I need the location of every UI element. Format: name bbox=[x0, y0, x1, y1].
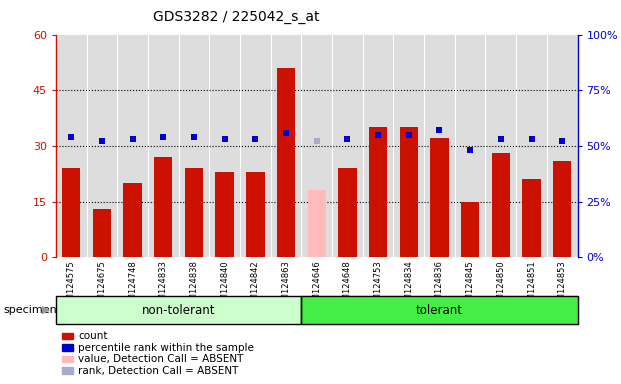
Text: percentile rank within the sample: percentile rank within the sample bbox=[78, 343, 254, 353]
Bar bbox=[492, 153, 510, 257]
Bar bbox=[154, 157, 173, 257]
Text: specimen: specimen bbox=[3, 305, 57, 315]
Text: count: count bbox=[78, 331, 108, 341]
Bar bbox=[522, 179, 541, 257]
Bar bbox=[399, 127, 418, 257]
Bar bbox=[369, 127, 388, 257]
Bar bbox=[307, 190, 326, 257]
Bar bbox=[430, 139, 448, 257]
Bar bbox=[246, 172, 265, 257]
Text: ▶: ▶ bbox=[42, 305, 50, 315]
Bar bbox=[62, 168, 81, 257]
Bar bbox=[124, 183, 142, 257]
Text: tolerant: tolerant bbox=[416, 304, 463, 316]
Text: GDS3282 / 225042_s_at: GDS3282 / 225042_s_at bbox=[153, 10, 319, 23]
Bar bbox=[301, 296, 578, 324]
Text: rank, Detection Call = ABSENT: rank, Detection Call = ABSENT bbox=[78, 366, 238, 376]
Bar bbox=[215, 172, 234, 257]
Text: non-tolerant: non-tolerant bbox=[142, 304, 215, 316]
Bar bbox=[56, 296, 301, 324]
Bar bbox=[301, 296, 578, 324]
Bar bbox=[56, 296, 301, 324]
Bar bbox=[93, 209, 111, 257]
Bar bbox=[338, 168, 356, 257]
Bar bbox=[461, 202, 479, 257]
Bar bbox=[553, 161, 571, 257]
Bar bbox=[277, 68, 295, 257]
Bar bbox=[185, 168, 203, 257]
Text: value, Detection Call = ABSENT: value, Detection Call = ABSENT bbox=[78, 354, 243, 364]
